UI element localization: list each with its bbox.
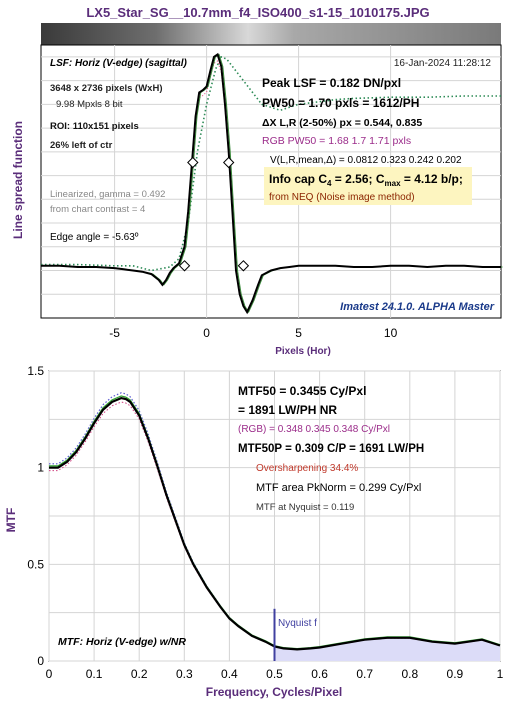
mtf-x-tick-label: 0.2 (131, 667, 148, 681)
lsf-peak: Peak LSF = 0.182 DN/pxl (262, 76, 401, 90)
mtf-main-series-line (49, 396, 501, 651)
mtf-x-tick-label: 0.6 (311, 667, 328, 681)
mtf-y-tick-labels: 0 0.5 1 1.5 (27, 364, 44, 668)
mtf-nyquist-value: MTF at Nyquist = 0.119 (256, 502, 354, 513)
imatest-version: Imatest 24.1.0. ALPHA Master (340, 301, 495, 313)
lsf-title: LSF: Horiz (V-edge) (sagittal) (50, 58, 188, 69)
figure-title: LX5_Star_SG__10.7mm_f4_ISO400_s1-15_1010… (86, 5, 429, 20)
mtf-y-tick-label: 0.5 (27, 557, 44, 571)
mtf-nyquist-label: Nyquist f (278, 618, 317, 629)
lsf-x-tick-label: 5 (295, 326, 302, 340)
mtf-x-tick-label: 0.3 (176, 667, 193, 681)
mtf-x-tick-label: 0.1 (86, 667, 103, 681)
lsf-mpxls: 9.98 Mpxls 8 bit (56, 99, 123, 110)
mtf-y-tick-label: 1 (37, 461, 44, 475)
mtf50p: MTF50P = 0.309 C/P = 1691 LW/PH (238, 443, 424, 455)
mtf-x-tick-label: 0.7 (356, 667, 373, 681)
info-cap-box (264, 167, 472, 205)
lsf-timestamp: 16-Jan-2024 11:28:12 (394, 58, 492, 69)
mtf-area: MTF area PkNorm = 0.299 Cy/Pxl (256, 482, 421, 494)
mtf-x-tick-labels: 0 0.1 0.2 0.3 0.4 0.5 0.6 0.7 0.8 0.9 1 (46, 667, 504, 681)
lsf-x-tick-labels: -5 0 5 10 (109, 326, 397, 340)
lsf-xlabel: Pixels (Hor) (275, 346, 331, 357)
mtf-x-tick-label: 0.8 (401, 667, 418, 681)
lsf-width-marker (237, 260, 250, 272)
lsf-pixels: 3648 x 2736 pixels (WxH) (50, 83, 162, 94)
lsf-x-tick-label: -5 (109, 326, 120, 340)
info-cap: Info cap C4 = 2.56; Cmax = 4.12 b/p; (269, 172, 463, 188)
lsf-ylabel: Line spread function (11, 121, 25, 239)
lsf-pw50: PW50 = 1.70 pxls = 1612/PH (262, 96, 419, 110)
mtf-x-tick-label: 0.9 (447, 667, 464, 681)
mtf-ylabel: MTF (4, 508, 18, 533)
mtf-xlabel: Frequency, Cycles/Pixel (206, 685, 343, 699)
lsf-edge-series-line (41, 55, 501, 272)
lsf-contrast: from chart contrast = 4 (50, 204, 145, 215)
mtf-y-tick-label: 0 (37, 654, 44, 668)
lsf-x-tick-label: 10 (384, 326, 398, 340)
lsf-neq: from NEQ (Noise image method) (269, 192, 415, 203)
mtf-y-tick-label: 1.5 (27, 364, 44, 378)
lsf-v-stats: V(L,R,mean,Δ) = 0.0812 0.323 0.242 0.202 (270, 155, 462, 166)
mtf-x-tick-label: 1 (497, 667, 504, 681)
lsf-edge-angle: Edge angle = -5.63º (50, 232, 139, 243)
lsf-delta-x: ΔX L,R (2-50%) px = 0.544, 0.835 (262, 117, 422, 129)
lsf-series (41, 52, 503, 315)
mtf-rgb: (RGB) = 0.348 0.345 0.348 Cy/Pxl (238, 424, 390, 435)
mtf-x-tick-label: 0.5 (266, 667, 283, 681)
lsf-rgb-pw50: RGB PW50 = 1.68 1.7 1.71 pxls (262, 135, 411, 147)
lsf-position: 26% left of ctr (50, 140, 113, 151)
lsf-width-marker (187, 156, 199, 169)
mtf-x-tick-label: 0 (46, 667, 53, 681)
lsf-width-marker (222, 156, 235, 169)
lsf-x-tick-label: 0 (203, 326, 210, 340)
lsf-roi: ROI: 110x151 pixels (50, 121, 139, 132)
mtf50: MTF50 = 0.3455 Cy/Pxl (238, 384, 366, 398)
lsf-linearized: Linearized, gamma = 0.492 (50, 189, 165, 200)
mtf-series (49, 392, 501, 661)
mtf-x-tick-label: 0.4 (221, 667, 238, 681)
lsf-width-marker (178, 260, 191, 272)
mtf-oversharpening: Oversharpening 34.4% (256, 463, 358, 474)
mtf-title: MTF: Horiz (V-edge) w/NR (58, 636, 186, 648)
lsf-main-series-line (41, 52, 501, 315)
mtf-lwph: = 1891 LW/PH NR (238, 403, 337, 417)
edge-image-strip (41, 23, 501, 45)
